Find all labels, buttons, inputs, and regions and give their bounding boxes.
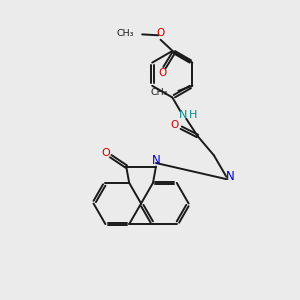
Text: O: O <box>156 28 165 38</box>
Text: N: N <box>226 170 234 183</box>
Text: O: O <box>170 120 179 130</box>
Text: CH₃: CH₃ <box>150 88 168 97</box>
Text: H: H <box>189 110 197 120</box>
Text: N: N <box>178 110 187 120</box>
Text: CH₃: CH₃ <box>116 29 134 38</box>
Text: N: N <box>152 154 160 167</box>
Text: O: O <box>101 148 110 158</box>
Text: O: O <box>159 68 167 78</box>
